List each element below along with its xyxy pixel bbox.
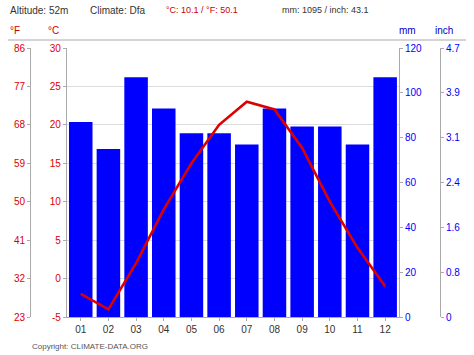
svg-text:05: 05 <box>186 324 198 335</box>
svg-text:3.1: 3.1 <box>446 132 460 143</box>
svg-text:15: 15 <box>50 158 62 169</box>
svg-text:80: 80 <box>405 132 417 143</box>
svg-text:40: 40 <box>405 222 417 233</box>
svg-text:Climate: Dfa: Climate: Dfa <box>90 5 145 16</box>
svg-text:01: 01 <box>75 324 87 335</box>
svg-text:41: 41 <box>14 235 26 246</box>
svg-text:06: 06 <box>214 324 226 335</box>
svg-text:mm: mm <box>399 25 416 36</box>
svg-text:100: 100 <box>405 87 422 98</box>
svg-text:-5: -5 <box>52 312 61 323</box>
svg-text:inch: inch <box>435 25 453 36</box>
svg-text:77: 77 <box>14 81 26 92</box>
svg-text:60: 60 <box>405 177 417 188</box>
svg-text:2.4: 2.4 <box>446 177 460 188</box>
svg-text:30: 30 <box>50 43 62 54</box>
svg-text:10: 10 <box>50 196 62 207</box>
svg-text:23: 23 <box>14 312 26 323</box>
svg-text:20: 20 <box>50 119 62 130</box>
svg-text:mm: 1095 / inch: 43.1: mm: 1095 / inch: 43.1 <box>282 5 369 15</box>
svg-text:4.7: 4.7 <box>446 43 460 54</box>
svg-text:07: 07 <box>241 324 253 335</box>
svg-text:0.8: 0.8 <box>446 267 460 278</box>
svg-text:0: 0 <box>405 312 411 323</box>
svg-text:68: 68 <box>14 119 26 130</box>
svg-text:86: 86 <box>14 43 26 54</box>
svg-text:08: 08 <box>269 324 281 335</box>
svg-text:20: 20 <box>405 267 417 278</box>
svg-text:5: 5 <box>55 235 61 246</box>
svg-text:Copyright: CLIMATE-DATA.ORG: Copyright: CLIMATE-DATA.ORG <box>32 342 148 351</box>
svg-text:25: 25 <box>50 81 62 92</box>
svg-text:120: 120 <box>405 43 422 54</box>
svg-text:°F: °F <box>10 25 20 36</box>
svg-text:04: 04 <box>158 324 170 335</box>
svg-text:32: 32 <box>14 273 26 284</box>
svg-text:11: 11 <box>352 324 363 335</box>
svg-text:12: 12 <box>380 324 392 335</box>
svg-text:Altitude: 52m: Altitude: 52m <box>10 5 68 16</box>
svg-text:02: 02 <box>103 324 115 335</box>
svg-text:3.9: 3.9 <box>446 87 460 98</box>
svg-text:50: 50 <box>14 196 26 207</box>
svg-text:1.6: 1.6 <box>446 222 460 233</box>
svg-text:0: 0 <box>55 273 61 284</box>
svg-text:03: 03 <box>131 324 143 335</box>
svg-text:09: 09 <box>297 324 309 335</box>
svg-text:10: 10 <box>324 324 336 335</box>
svg-text:59: 59 <box>14 158 26 169</box>
svg-text:°C: 10.1 / °F: 50.1: °C: 10.1 / °F: 50.1 <box>166 5 238 15</box>
svg-text:0: 0 <box>446 312 452 323</box>
svg-text:°C: °C <box>48 25 59 36</box>
